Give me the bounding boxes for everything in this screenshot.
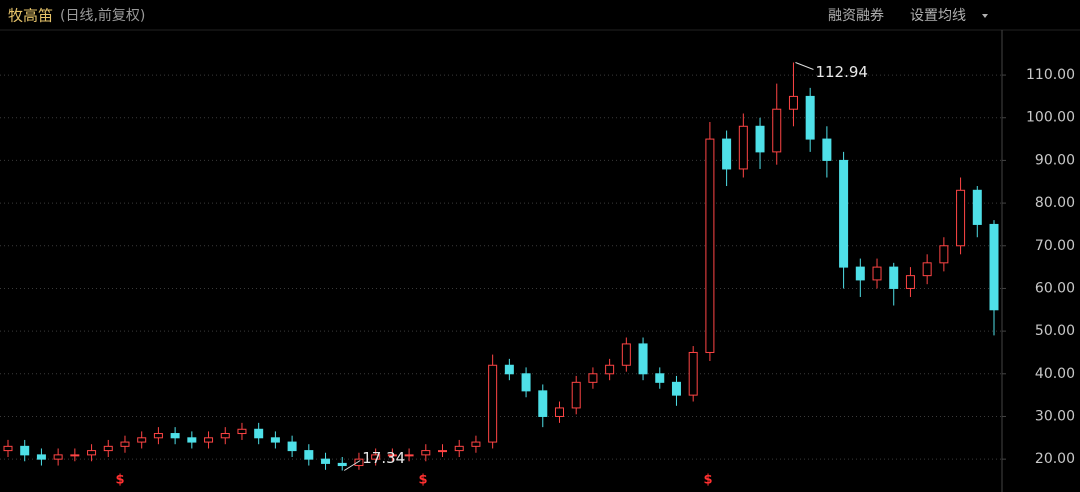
event-marker: $: [115, 473, 124, 488]
candle-body: [304, 450, 314, 460]
candle-body: [605, 364, 615, 375]
toolbar-button[interactable]: 融资融券: [828, 8, 884, 24]
candle-body: [538, 390, 548, 417]
candle-body: [805, 95, 815, 140]
candle-body: [153, 433, 163, 439]
candle-body: [471, 441, 481, 447]
candle-body: [170, 433, 180, 439]
candle-body: [321, 458, 331, 464]
candle-body: [621, 343, 631, 366]
candle-body: [187, 437, 197, 443]
candle-body: [454, 445, 464, 452]
candle-body: [354, 458, 364, 467]
y-tick-label: 40.00: [1035, 366, 1075, 382]
candle-body: [989, 223, 999, 311]
candle-body: [371, 454, 381, 460]
y-tick-label: 90.00: [1035, 152, 1075, 168]
candle-body: [120, 441, 130, 447]
toolbar-button[interactable]: 设置均线: [910, 8, 966, 24]
candle-body: [488, 364, 498, 443]
candle-body: [20, 445, 30, 456]
candle-body: [87, 450, 97, 456]
annotation-arrow: [343, 460, 361, 471]
candle-body: [588, 373, 598, 383]
high-label: 112.94: [815, 63, 868, 81]
candle-body: [438, 450, 448, 453]
candle-body: [788, 95, 798, 110]
candle-body: [270, 437, 280, 443]
candle-body: [137, 437, 147, 443]
candle-body: [287, 441, 297, 452]
candle-body: [638, 343, 648, 375]
y-tick-label: 50.00: [1035, 323, 1075, 339]
candle-body: [70, 454, 80, 457]
candle-body: [655, 373, 665, 383]
candle-body: [204, 437, 214, 443]
candle-body: [939, 245, 949, 264]
candle-body: [254, 428, 264, 439]
candle-body: [237, 428, 247, 435]
event-marker: $: [703, 473, 712, 488]
candle-body: [571, 381, 581, 409]
y-tick-label: 110.00: [1026, 67, 1075, 83]
candle-body: [822, 138, 832, 161]
dropdown-arrow[interactable]: [982, 14, 988, 18]
candle-body: [3, 445, 13, 452]
candle-body: [103, 445, 113, 452]
candle-body: [956, 189, 966, 247]
low-label: 17.34: [362, 449, 405, 467]
candle-body: [772, 108, 782, 153]
candle-body: [387, 454, 397, 457]
candle-body: [53, 454, 63, 460]
annotation-arrow: [795, 62, 814, 70]
candle-body: [905, 275, 915, 289]
candle-body: [504, 364, 514, 375]
y-tick-label: 80.00: [1035, 195, 1075, 211]
candle-body: [722, 138, 732, 170]
candle-body: [421, 450, 431, 456]
y-tick-label: 30.00: [1035, 408, 1075, 424]
y-tick-label: 70.00: [1035, 238, 1075, 254]
y-tick-label: 100.00: [1026, 110, 1075, 126]
candle-body: [922, 262, 932, 277]
candle-body: [404, 454, 414, 457]
candle-body: [671, 381, 681, 396]
candle-body: [337, 462, 347, 467]
candle-body: [872, 266, 882, 281]
subtitle: (日线,前复权): [60, 7, 145, 24]
event-marker: $: [418, 473, 427, 488]
y-tick-label: 60.00: [1035, 280, 1075, 296]
stock-name: 牧高笛: [8, 7, 53, 25]
candle-body: [972, 189, 982, 225]
candle-body: [688, 351, 698, 396]
candle-body: [554, 407, 564, 417]
candle-body: [755, 125, 765, 153]
candle-body: [839, 159, 849, 268]
candle-body: [738, 125, 748, 170]
candle-body: [889, 266, 899, 289]
candle-body: [36, 454, 46, 460]
candle-body: [220, 433, 230, 439]
candle-body: [705, 138, 715, 353]
candle-body: [855, 266, 865, 281]
candle-body: [521, 373, 531, 392]
y-tick-label: 20.00: [1035, 451, 1075, 467]
